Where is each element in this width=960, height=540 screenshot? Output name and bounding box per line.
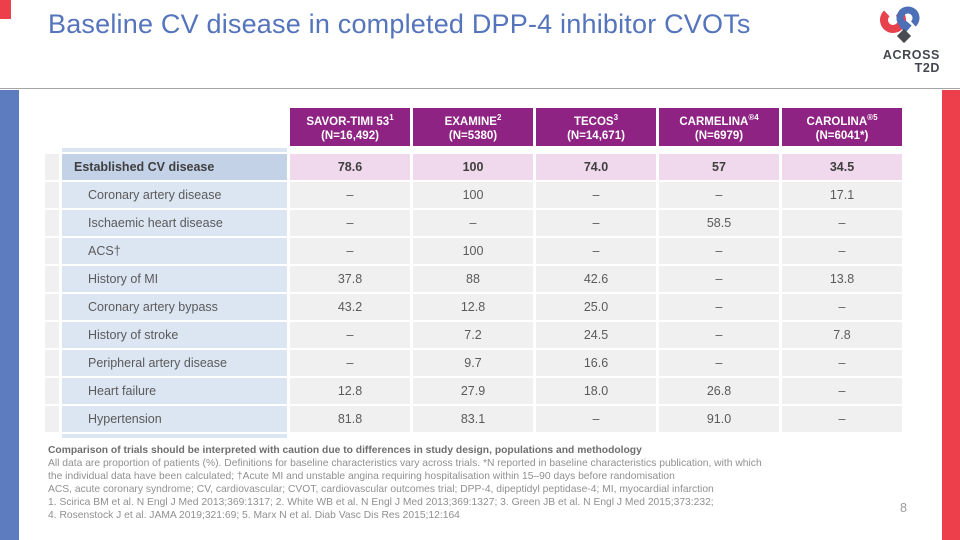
cell-value: 34.5 <box>782 154 902 180</box>
cell-value: 74.0 <box>536 154 656 180</box>
cell-value: – <box>536 406 656 432</box>
cell-value: – <box>413 210 533 236</box>
row-label: Established CV disease <box>62 154 287 180</box>
cell-value: 12.8 <box>413 294 533 320</box>
cell-value: 18.0 <box>536 378 656 404</box>
row-label: History of MI <box>62 266 287 292</box>
across-t2d-logo: ACROSS T2D <box>862 6 940 75</box>
table-row-coronary-artery-bypass: Coronary artery bypass 43.2 12.8 25.0 – … <box>45 294 902 320</box>
cell-value: 26.8 <box>659 378 779 404</box>
cell-value: 17.1 <box>782 182 902 208</box>
table-header-row: SAVOR-TIMI 531 (N=16,492) EXAMINE2 (N=53… <box>45 108 902 146</box>
cell-value: – <box>659 322 779 348</box>
cell-value: 7.8 <box>782 322 902 348</box>
footnote-caution-line: Comparison of trials should be interpret… <box>48 445 642 456</box>
cell-value: – <box>782 210 902 236</box>
label-column-bottom-sliver <box>45 434 902 438</box>
table-row-history-of-mi: History of MI 37.8 88 42.6 – 13.8 <box>45 266 902 292</box>
cell-value: – <box>290 210 410 236</box>
cell-value: 16.6 <box>536 350 656 376</box>
cell-value: 37.8 <box>290 266 410 292</box>
table-row-heart-failure: Heart failure 12.8 27.9 18.0 26.8 – <box>45 378 902 404</box>
table-row-hypertension: Hypertension 81.8 83.1 – 91.0 – <box>45 406 902 432</box>
cell-value: 12.8 <box>290 378 410 404</box>
column-header-carolina: CAROLINA®5 (N=6041*) <box>782 108 902 146</box>
cell-value: 13.8 <box>782 266 902 292</box>
footnote-line: All data are proportion of patients (%).… <box>48 458 762 469</box>
table-row-history-of-stroke: History of stroke – 7.2 24.5 – 7.8 <box>45 322 902 348</box>
footnote-abbreviations-line: ACS, acute coronary syndrome; CV, cardio… <box>48 484 714 495</box>
cell-value: – <box>290 182 410 208</box>
cell-value: – <box>659 266 779 292</box>
left-blue-accent-bar <box>0 90 19 540</box>
cell-value: 78.6 <box>290 154 410 180</box>
cell-value: 57 <box>659 154 779 180</box>
cell-value: 25.0 <box>536 294 656 320</box>
across-t2d-heart-icon <box>880 6 920 44</box>
cell-value: – <box>290 322 410 348</box>
table-row-peripheral-artery-disease: Peripheral artery disease – 9.7 16.6 – – <box>45 350 902 376</box>
page-number: 8 <box>900 501 907 515</box>
cell-value: – <box>536 182 656 208</box>
column-header-savor-timi: SAVOR-TIMI 531 (N=16,492) <box>290 108 410 146</box>
row-label: Hypertension <box>62 406 287 432</box>
right-red-accent-bar <box>942 90 960 540</box>
cell-value: 9.7 <box>413 350 533 376</box>
cell-value: – <box>782 406 902 432</box>
cell-value: 81.8 <box>290 406 410 432</box>
footnotes: Comparison of trials should be interpret… <box>48 444 878 522</box>
label-column-top-sliver <box>45 148 902 152</box>
cell-value: 7.2 <box>413 322 533 348</box>
cell-value: – <box>290 350 410 376</box>
footnote-references-line: 1. Scirica BM et al. N Engl J Med 2013;3… <box>48 497 714 508</box>
row-label: Heart failure <box>62 378 287 404</box>
table-row-acs: ACS† – 100 – – – <box>45 238 902 264</box>
table-row-ischaemic-heart-disease: Ischaemic heart disease – – – 58.5 – <box>45 210 902 236</box>
cell-value: 83.1 <box>413 406 533 432</box>
row-label: Peripheral artery disease <box>62 350 287 376</box>
header-divider-line <box>0 88 960 89</box>
cell-value: – <box>659 238 779 264</box>
top-left-red-accent <box>0 0 11 19</box>
slide-title: Baseline CV disease in completed DPP‑4 i… <box>48 9 751 39</box>
cell-value: 58.5 <box>659 210 779 236</box>
cell-value: – <box>782 294 902 320</box>
table-row-established-cv-disease: Established CV disease 78.6 100 74.0 57 … <box>45 154 902 180</box>
row-label: ACS† <box>62 238 287 264</box>
footnote-line: the individual data have been calculated… <box>48 471 675 482</box>
cell-value: 27.9 <box>413 378 533 404</box>
table-row-coronary-artery-disease: Coronary artery disease – 100 – – 17.1 <box>45 182 902 208</box>
cell-value: – <box>290 238 410 264</box>
cell-value: 100 <box>413 238 533 264</box>
cell-value: 88 <box>413 266 533 292</box>
cell-value: – <box>659 350 779 376</box>
cell-value: – <box>782 238 902 264</box>
baseline-cv-table: SAVOR-TIMI 531 (N=16,492) EXAMINE2 (N=53… <box>42 106 905 440</box>
cell-value: – <box>536 210 656 236</box>
cell-value: 24.5 <box>536 322 656 348</box>
logo-text-t2d: T2D <box>914 61 940 75</box>
column-header-tecos: TECOS3 (N=14,671) <box>536 108 656 146</box>
cell-value: 91.0 <box>659 406 779 432</box>
row-label: Coronary artery bypass <box>62 294 287 320</box>
cell-value: – <box>782 378 902 404</box>
column-header-examine: EXAMINE2 (N=5380) <box>413 108 533 146</box>
cell-value: 100 <box>413 154 533 180</box>
footnote-references-line: 4. Rosenstock J et al. JAMA 2019;321:69;… <box>48 510 460 521</box>
column-header-carmelina: CARMELINA®4 (N=6979) <box>659 108 779 146</box>
cell-value: 100 <box>413 182 533 208</box>
logo-text-across: ACROSS <box>882 48 940 62</box>
cell-value: – <box>659 182 779 208</box>
cell-value: 42.6 <box>536 266 656 292</box>
row-label: Coronary artery disease <box>62 182 287 208</box>
cell-value: 43.2 <box>290 294 410 320</box>
cell-value: – <box>659 294 779 320</box>
row-label: History of stroke <box>62 322 287 348</box>
cell-value: – <box>536 238 656 264</box>
cell-value: – <box>782 350 902 376</box>
row-label: Ischaemic heart disease <box>62 210 287 236</box>
